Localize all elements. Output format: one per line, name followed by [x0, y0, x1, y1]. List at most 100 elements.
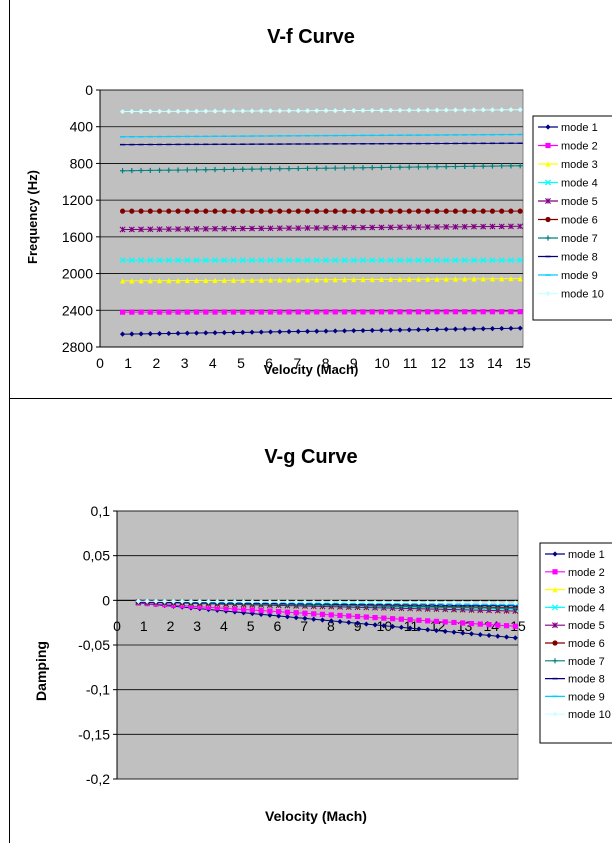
vg-legend-label: mode 7 [568, 656, 605, 668]
vf-x-tick-label: 9 [350, 355, 358, 371]
vg-data-point [381, 616, 386, 621]
vf-legend-marker [545, 217, 550, 222]
vf-data-point [231, 309, 236, 314]
vf-data-point [203, 209, 208, 214]
vf-x-tick-label: 15 [515, 355, 531, 371]
vg-data-point [513, 624, 518, 629]
vf-x-tick-label: 7 [294, 355, 302, 371]
vg-data-point [478, 621, 483, 626]
vf-legend-label: mode 8 [561, 252, 598, 264]
vf-legend-label: mode 1 [561, 122, 598, 134]
vg-data-point [486, 622, 491, 627]
vf-data-point [490, 309, 495, 314]
vg-legend-label: mode 3 [568, 585, 605, 597]
vf-y-tick-label: 400 [70, 119, 94, 135]
vf-x-tick-label: 6 [265, 355, 273, 371]
vf-data-point [518, 209, 523, 214]
vf-data-point [379, 309, 384, 314]
vf-plot-area [100, 90, 523, 347]
vf-data-point [185, 309, 190, 314]
vf-data-point [508, 309, 513, 314]
vg-x-tick-label: 6 [274, 618, 282, 634]
vf-y-axis-label: Frequency (Hz) [25, 170, 40, 264]
vg-x-tick-label: 3 [193, 618, 201, 634]
vg-data-point [294, 610, 299, 615]
vg-y-tick-label: 0 [102, 592, 110, 608]
vg-data-point [372, 615, 377, 620]
vg-data-point [460, 620, 465, 625]
vf-data-point [175, 209, 180, 214]
vf-data-point [305, 309, 310, 314]
vf-data-point [231, 209, 236, 214]
vf-data-point [323, 209, 328, 214]
vf-data-point [453, 309, 458, 314]
vg-y-tick-label: 0,1 [91, 503, 111, 519]
vf-data-point [157, 309, 162, 314]
vf-data-point [407, 309, 412, 314]
vf-y-tick-label: 2400 [62, 302, 93, 318]
vg-data-point [337, 613, 342, 618]
vg-data-point [241, 607, 246, 612]
vf-legend-label: mode 6 [561, 215, 598, 227]
vf-data-point [444, 209, 449, 214]
vf-data-point [462, 209, 467, 214]
vg-data-point [285, 610, 290, 615]
vf-data-point [360, 209, 365, 214]
vg-data-point [311, 611, 316, 616]
vg-legend-label: mode 8 [568, 674, 605, 686]
vf-data-point [379, 209, 384, 214]
vf-data-point [314, 309, 319, 314]
vg-legend-marker [552, 569, 557, 574]
vg-data-point [259, 608, 264, 613]
vf-data-point [286, 309, 291, 314]
vf-chart-title: V-f Curve [267, 26, 355, 48]
vf-data-point [148, 209, 153, 214]
vf-data-point [222, 309, 227, 314]
vf-legend-label: mode 4 [561, 178, 598, 190]
vf-data-point [249, 209, 254, 214]
vg-y-axis-label: Damping [33, 641, 49, 701]
vg-y-tick-label: -0,2 [86, 771, 110, 787]
vf-y-tick-label: 2000 [62, 266, 93, 282]
vf-legend-label: mode 5 [561, 196, 598, 208]
vg-x-tick-label: 4 [220, 618, 228, 634]
vf-data-point [407, 209, 412, 214]
vg-data-point [504, 623, 509, 628]
vf-data-point [120, 209, 125, 214]
vf-data-point [351, 309, 356, 314]
vg-legend-label: mode 10 [568, 709, 611, 721]
vf-legend-label: mode 3 [561, 159, 598, 171]
vg-data-point [399, 617, 404, 622]
vf-data-point [416, 209, 421, 214]
vf-x-tick-label: 10 [374, 355, 390, 371]
vf-data-point [314, 209, 319, 214]
vf-data-point [166, 309, 171, 314]
vf-data-point [305, 209, 310, 214]
vf-x-tick-label: 2 [153, 355, 161, 371]
vf-data-point [333, 209, 338, 214]
vf-x-tick-label: 1 [124, 355, 132, 371]
vf-legend-marker [545, 143, 550, 148]
vf-data-point [388, 309, 393, 314]
vf-data-point [434, 309, 439, 314]
vf-data-point [240, 309, 245, 314]
vg-data-point [320, 612, 325, 617]
vf-x-tick-label: 11 [403, 355, 418, 371]
vg-chart: V-g Curve Velocity (Mach) Damping 0,10,0… [10, 399, 612, 843]
vf-data-point [323, 309, 328, 314]
vf-y-tick-label: 0 [85, 82, 93, 98]
vf-data-point [277, 209, 282, 214]
vf-data-point [194, 309, 199, 314]
vf-legend-label: mode 7 [561, 233, 598, 245]
vg-y-tick-label: 0,05 [83, 548, 110, 564]
vf-data-point [388, 209, 393, 214]
vf-y-tick-label: 1200 [62, 192, 93, 208]
vf-data-point [129, 209, 134, 214]
vf-data-point [148, 309, 153, 314]
vf-data-point [194, 209, 199, 214]
vg-data-point [276, 609, 281, 614]
vg-data-point [355, 614, 360, 619]
vf-data-point [351, 209, 356, 214]
vg-y-tick-label: -0,15 [78, 726, 110, 742]
